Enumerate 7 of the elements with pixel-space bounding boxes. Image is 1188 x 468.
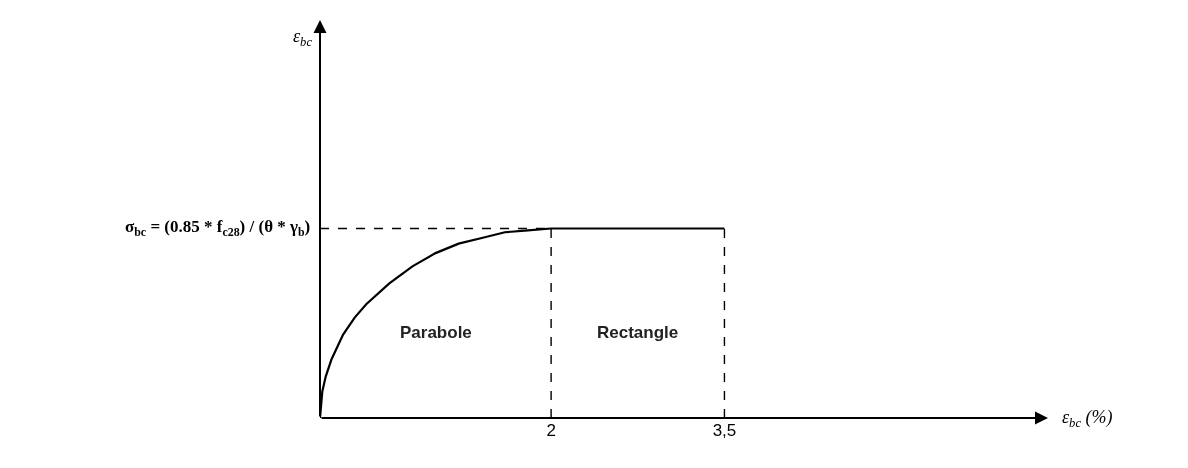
annotation: Parabole bbox=[400, 323, 472, 342]
ref-line-label: σ$_{bc}$ = (0.85 * f$_{c28}$) / (θ * γ$_{b}$) bbox=[125, 217, 311, 239]
x-tick-label: 2 bbox=[546, 421, 556, 440]
annotation: Rectangle bbox=[597, 323, 679, 342]
text: ε$_{bc}$ bbox=[293, 26, 313, 49]
x-tick-label: 3,5 bbox=[712, 421, 737, 440]
x-axis-title: ε$_{bc}$ (%) bbox=[1062, 407, 1113, 430]
